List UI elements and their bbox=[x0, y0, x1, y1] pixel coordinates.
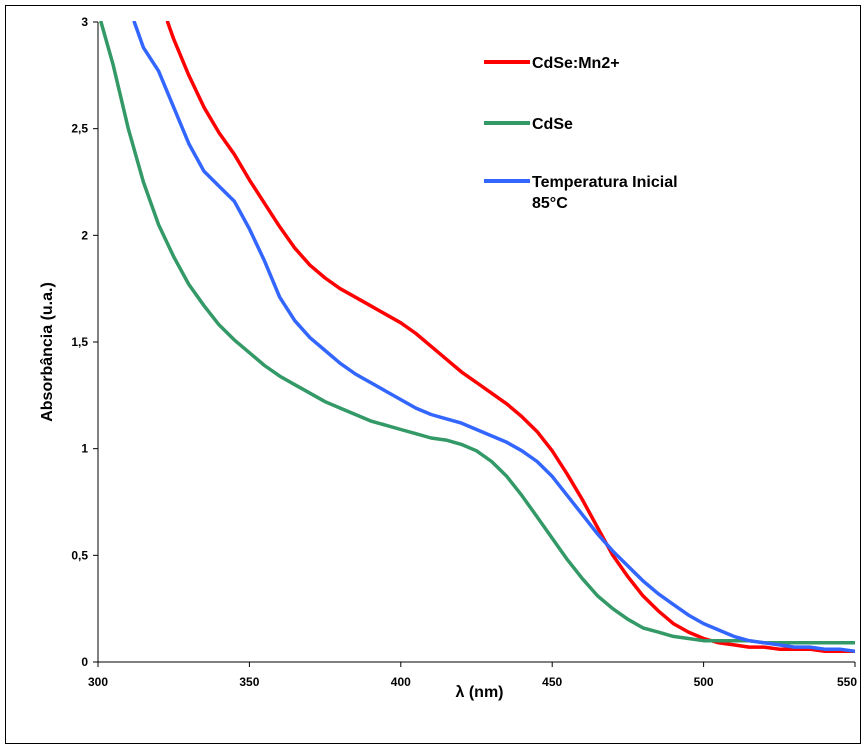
legend-label-2: CdSe bbox=[532, 116, 573, 133]
x-tick-label: 450 bbox=[542, 675, 562, 689]
series-line-3 bbox=[132, 21, 855, 654]
y-tick-label: 2 bbox=[81, 228, 88, 242]
x-tick-label: 300 bbox=[88, 675, 108, 689]
x-tick-label: 350 bbox=[239, 675, 259, 689]
plot-background bbox=[98, 22, 855, 662]
y-tick-label: 1 bbox=[81, 442, 88, 456]
y-tick-label: 1,5 bbox=[71, 335, 88, 349]
x-tick-label: 500 bbox=[694, 675, 714, 689]
y-tick-label: 0,5 bbox=[71, 548, 88, 562]
legend: CdSe:Mn2+ CdSe Temperatura Inicial 85°C bbox=[484, 55, 678, 212]
x-tick-label: 550 bbox=[837, 675, 857, 689]
legend-label-3: 85°C bbox=[532, 195, 568, 212]
axes-layer: 0 0,5 1 1,5 2 2,5 3 300 350 400 450 500 550 bbox=[71, 15, 857, 689]
series-line-1 bbox=[165, 21, 855, 654]
y-axis-title: Absorbância (u.a.) bbox=[39, 282, 56, 422]
x-tick-label: 400 bbox=[391, 675, 411, 689]
x-axis-title: λ (nm) bbox=[456, 684, 504, 701]
series-layer bbox=[99, 21, 855, 654]
legend-label-3: Temperatura Inicial bbox=[532, 174, 678, 191]
legend-label-1: CdSe:Mn2+ bbox=[532, 55, 620, 72]
series-line-2 bbox=[99, 21, 855, 645]
y-tick-label: 2,5 bbox=[71, 122, 88, 136]
y-tick-label: 0 bbox=[81, 655, 88, 669]
y-tick-label: 3 bbox=[81, 15, 88, 29]
plot-area bbox=[98, 22, 855, 662]
